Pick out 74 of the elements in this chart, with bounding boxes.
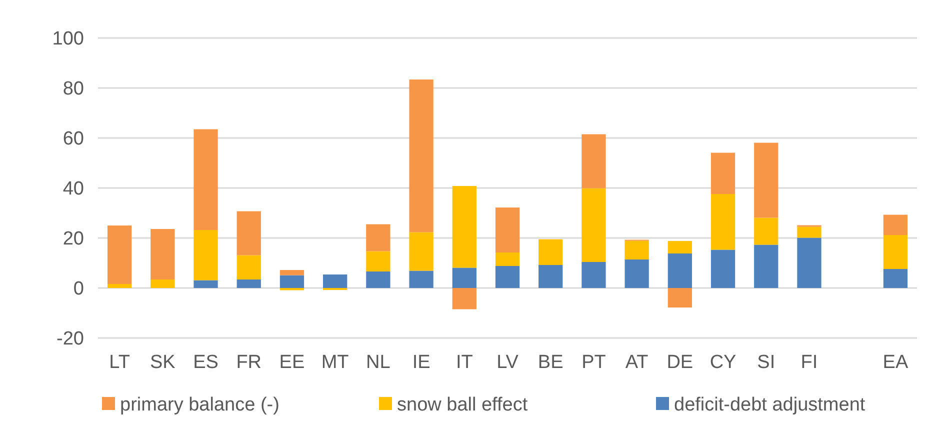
bar <box>409 232 434 271</box>
bar <box>194 129 218 230</box>
bar <box>366 224 390 252</box>
bar <box>754 244 778 288</box>
bar <box>495 208 520 252</box>
bar <box>452 186 476 268</box>
x-tick-label: CY <box>710 352 737 373</box>
bar <box>452 268 476 288</box>
x-tick-label: IE <box>412 352 430 373</box>
bar <box>668 254 692 288</box>
bar <box>107 284 132 288</box>
bar <box>150 229 175 280</box>
bar <box>883 214 908 235</box>
x-tick-label: SI <box>757 352 776 373</box>
y-tick-label: 40 <box>62 178 84 200</box>
y-tick-label: -20 <box>56 328 84 350</box>
x-tick-label: PT <box>582 352 606 373</box>
bar <box>107 226 132 284</box>
x-tick-label: IT <box>456 352 474 373</box>
y-tick-label: 0 <box>73 278 84 300</box>
legend-label: snow ball effect <box>397 394 528 416</box>
y-tick-label: 100 <box>52 28 84 50</box>
bar <box>754 218 778 245</box>
bar <box>495 266 520 288</box>
bar <box>797 238 822 288</box>
x-tick-label: NL <box>366 352 390 373</box>
bar <box>582 134 606 188</box>
bar <box>582 188 606 262</box>
x-tick-label: FR <box>236 352 262 373</box>
x-tick-label: DE <box>666 352 694 373</box>
x-tick-label: LT <box>109 352 130 373</box>
x-tick-label: FI <box>800 352 818 373</box>
bar <box>280 270 304 276</box>
bar <box>624 260 649 288</box>
x-tick-label: ES <box>193 352 218 373</box>
bar <box>194 280 218 288</box>
x-tick-label: SK <box>150 352 176 373</box>
bar <box>236 280 261 288</box>
bar <box>452 288 476 310</box>
bar <box>582 262 606 288</box>
bar <box>409 270 434 288</box>
x-tick-label: LV <box>496 352 519 373</box>
bar <box>624 240 649 260</box>
legend-label: deficit-debt adjustment <box>674 394 866 416</box>
bar <box>280 275 304 288</box>
bar <box>883 269 908 288</box>
x-tick-label: MT <box>321 352 350 373</box>
bar <box>366 272 390 288</box>
bar <box>538 265 563 288</box>
bar <box>710 152 736 194</box>
bar <box>409 80 434 232</box>
bar <box>323 274 348 288</box>
bar <box>883 235 908 269</box>
bar <box>150 280 175 288</box>
bar <box>797 226 822 238</box>
legend-label: primary balance (-) <box>120 394 280 416</box>
y-tick-label: 20 <box>62 228 84 250</box>
y-tick-label: 80 <box>62 78 84 100</box>
x-tick-label: EA <box>882 352 908 373</box>
y-tick-label: 60 <box>62 128 84 150</box>
x-tick-label: BE <box>538 352 564 373</box>
bar <box>236 211 261 256</box>
bar <box>538 239 563 265</box>
bar <box>710 250 736 288</box>
x-tick-label: AT <box>625 352 649 373</box>
bar <box>668 241 692 254</box>
bar <box>495 252 520 266</box>
bar <box>236 255 261 280</box>
bar <box>754 142 778 218</box>
x-tick-label: EE <box>279 352 305 373</box>
bar <box>366 251 390 272</box>
bar <box>668 288 692 308</box>
bar <box>194 230 218 280</box>
bar <box>710 194 736 250</box>
